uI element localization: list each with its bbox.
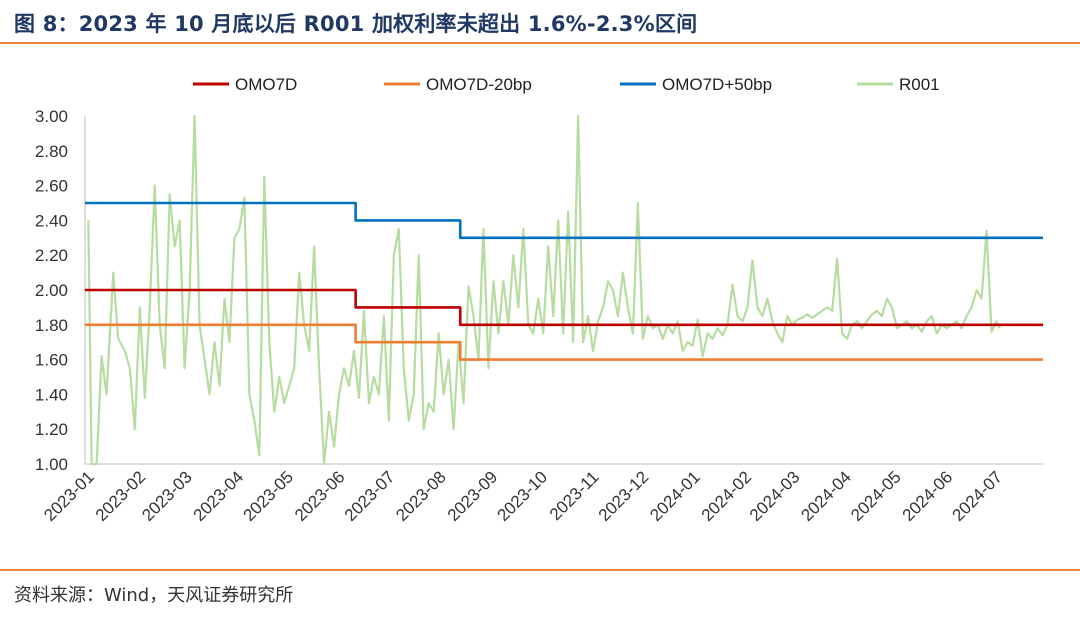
y-tick-label: 2.20: [35, 246, 68, 265]
legend-label: OMO7D: [235, 75, 297, 94]
plot-area: [85, 114, 1043, 466]
x-tick-label: 2024-07: [948, 467, 1006, 525]
y-tick-label: 1.80: [35, 316, 68, 335]
series-line-omo7d-50bp: [85, 201, 1043, 240]
x-tick-label: 2023-07: [341, 467, 399, 525]
x-tick-label: 2024-03: [746, 467, 804, 525]
x-tick-label: 2024-01: [646, 467, 704, 525]
y-tick-label: 2.40: [35, 211, 68, 230]
x-tick-label: 2023-05: [240, 467, 298, 525]
series-line-omo7d: [85, 288, 1043, 327]
y-tick-label: 2.00: [35, 281, 68, 300]
series-line-r001: [87, 114, 1001, 466]
x-tick-label: 2023-02: [92, 467, 150, 525]
x-axis: 2023-012023-022023-032023-042023-052023-…: [40, 463, 1043, 525]
chart-legend: OMO7D OMO7D-20bp OMO7D+50bp R001: [193, 75, 940, 94]
source-note: 资料来源：Wind，天风证券研究所: [14, 585, 294, 606]
x-tick-label: 2023-03: [138, 467, 196, 525]
x-tick-label: 2024-05: [847, 467, 905, 525]
y-tick-label: 1.60: [35, 351, 68, 370]
x-tick-label: 2023-08: [392, 467, 450, 525]
y-tick-label: 1.00: [35, 455, 68, 474]
legend-label: R001: [899, 75, 940, 94]
bottom-divider: [0, 569, 1080, 571]
x-tick-label: 2023-12: [595, 467, 653, 525]
x-tick-label: 2023-04: [190, 467, 248, 525]
x-tick-label: 2024-02: [698, 467, 756, 525]
y-tick-label: 1.20: [35, 420, 68, 439]
x-tick-label: 2024-04: [797, 467, 855, 525]
x-tick-label: 2024-06: [899, 467, 957, 525]
legend-label: OMO7D+50bp: [662, 75, 772, 94]
y-tick-label: 3.00: [35, 107, 68, 126]
legend-label: OMO7D-20bp: [426, 75, 532, 94]
y-tick-label: 2.60: [35, 177, 68, 196]
series-line-omo7d-20bp: [85, 323, 1043, 361]
x-tick-label: 2023-01: [40, 467, 98, 525]
y-tick-label: 1.40: [35, 385, 68, 404]
page-title: 图 8：2023 年 10 月底以后 R001 加权利率未超出 1.6%-2.3…: [14, 12, 698, 36]
line-chart: OMO7D OMO7D-20bp OMO7D+50bp R001 1.001.201.…: [35, 75, 1043, 525]
top-divider: [0, 42, 1080, 44]
y-tick-label: 2.80: [35, 142, 68, 161]
x-tick-label: 2023-09: [444, 467, 502, 525]
y-axis: 1.00 1.20 1.40 1.60 1.80 2.00 2.20 2.40 2.60 2.80…: [35, 107, 86, 474]
x-tick-label: 2023-11: [546, 467, 603, 524]
x-tick-label: 2023-10: [494, 467, 552, 525]
x-tick-label: 2023-06: [291, 467, 349, 525]
